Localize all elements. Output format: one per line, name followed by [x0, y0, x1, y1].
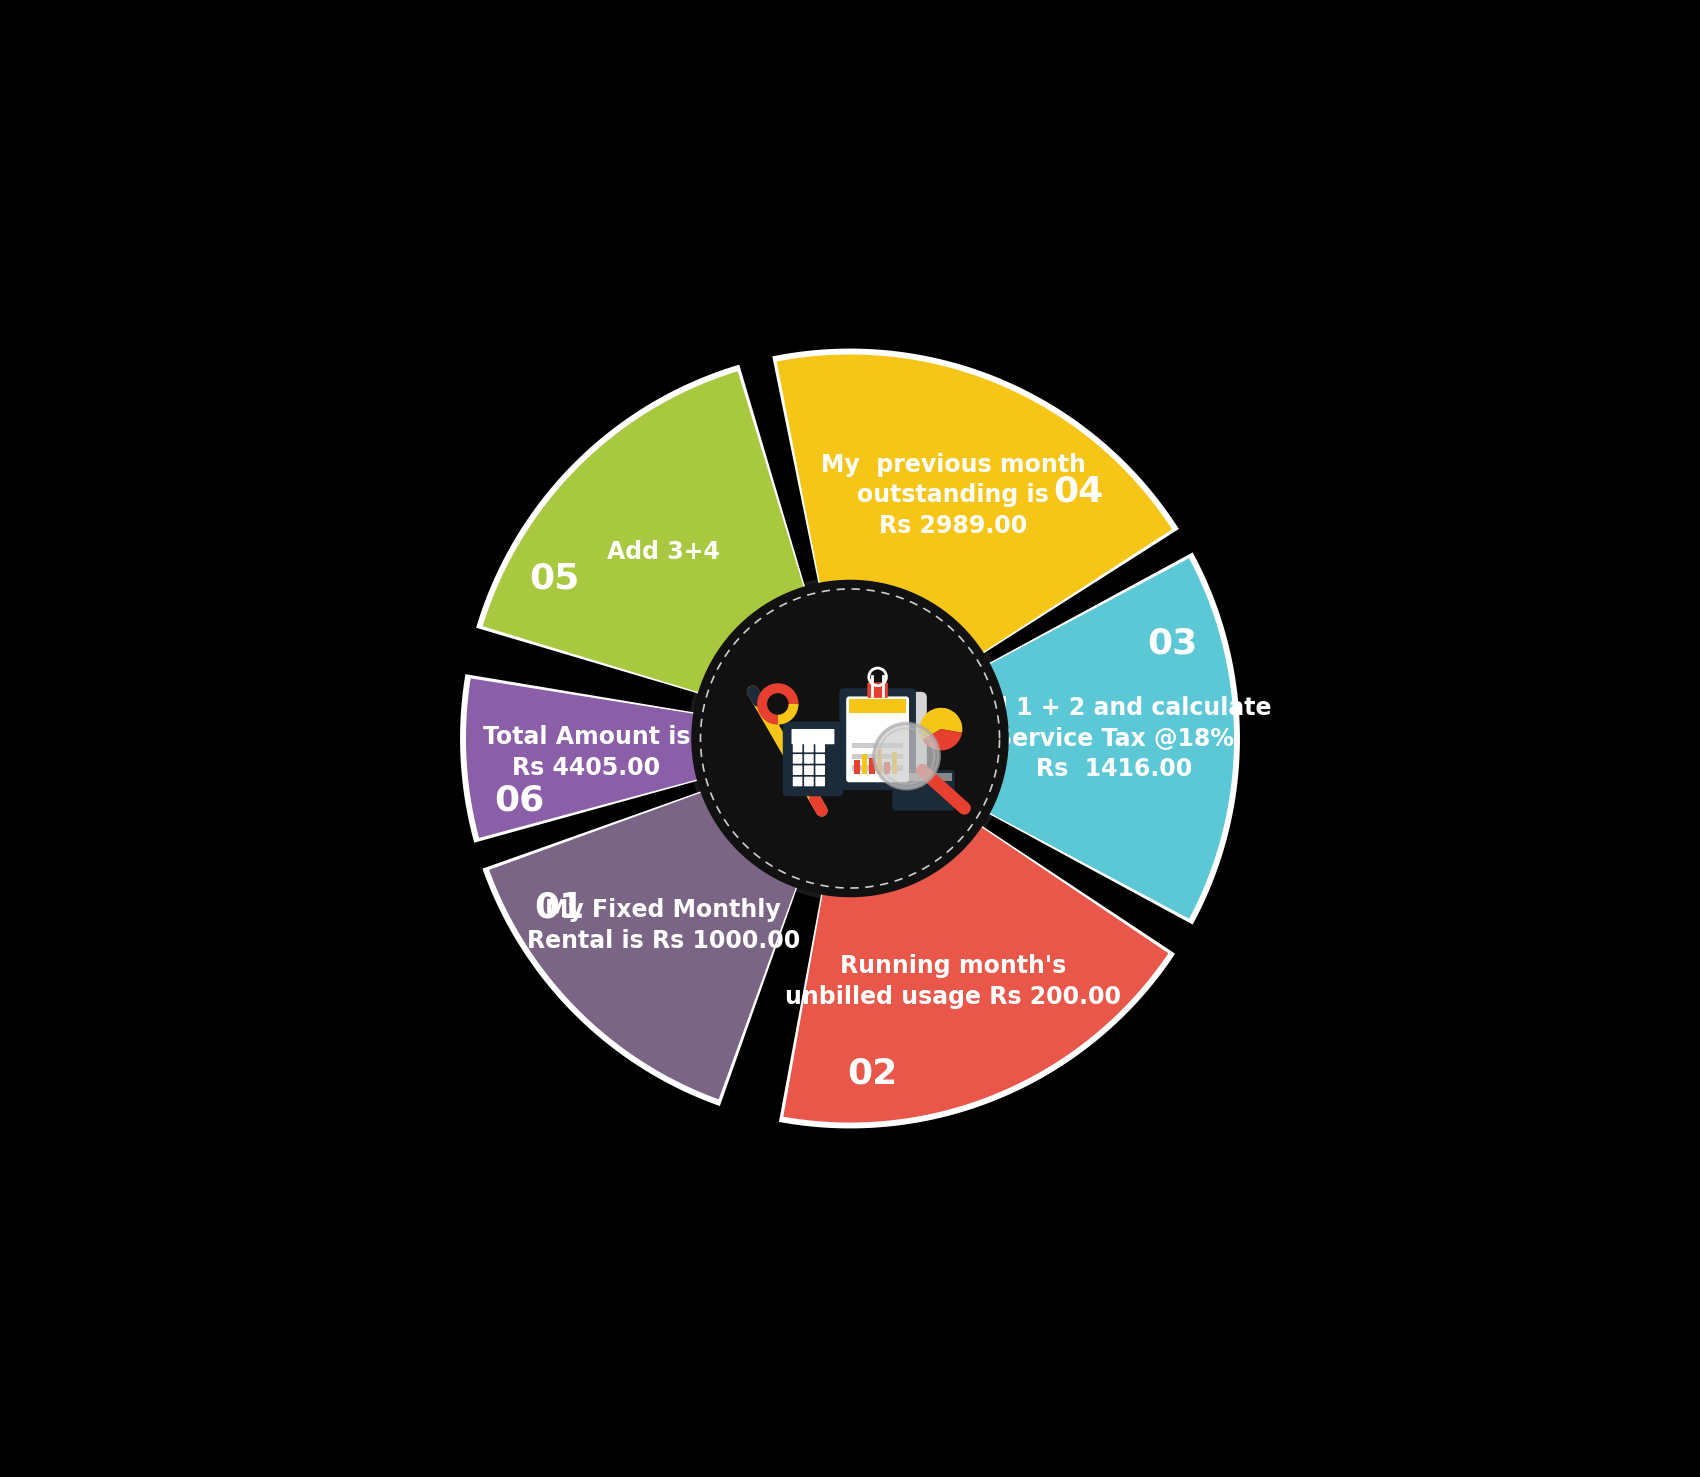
- Wedge shape: [920, 707, 962, 740]
- Text: 04: 04: [1054, 476, 1103, 510]
- Polygon shape: [971, 552, 1239, 925]
- Circle shape: [767, 693, 789, 715]
- FancyBboxPatch shape: [896, 772, 952, 780]
- FancyBboxPatch shape: [782, 722, 843, 796]
- Circle shape: [874, 724, 938, 789]
- FancyBboxPatch shape: [816, 765, 824, 775]
- Polygon shape: [777, 354, 1171, 660]
- FancyBboxPatch shape: [816, 755, 824, 764]
- FancyBboxPatch shape: [804, 743, 814, 752]
- FancyBboxPatch shape: [855, 691, 927, 786]
- Polygon shape: [779, 815, 1175, 1128]
- FancyBboxPatch shape: [853, 761, 860, 774]
- Polygon shape: [466, 678, 711, 837]
- FancyBboxPatch shape: [792, 730, 835, 744]
- Text: 03: 03: [1148, 626, 1197, 660]
- Polygon shape: [461, 674, 717, 843]
- FancyBboxPatch shape: [804, 777, 814, 786]
- FancyBboxPatch shape: [816, 743, 824, 752]
- FancyBboxPatch shape: [892, 770, 955, 811]
- FancyBboxPatch shape: [804, 765, 814, 775]
- FancyBboxPatch shape: [792, 743, 802, 752]
- FancyBboxPatch shape: [804, 755, 814, 764]
- Polygon shape: [784, 820, 1168, 1123]
- FancyBboxPatch shape: [792, 777, 802, 786]
- Text: My Fixed Monthly
Rental is Rs 1000.00: My Fixed Monthly Rental is Rs 1000.00: [527, 898, 801, 953]
- FancyBboxPatch shape: [852, 755, 903, 759]
- Wedge shape: [756, 684, 799, 725]
- Text: Add 3+4: Add 3+4: [607, 539, 719, 564]
- Text: 05: 05: [530, 561, 580, 595]
- FancyBboxPatch shape: [852, 743, 903, 747]
- Text: 01: 01: [534, 891, 585, 925]
- Polygon shape: [977, 558, 1234, 919]
- FancyBboxPatch shape: [884, 762, 889, 774]
- Polygon shape: [483, 784, 804, 1106]
- Polygon shape: [772, 349, 1178, 665]
- FancyBboxPatch shape: [816, 777, 824, 786]
- FancyBboxPatch shape: [862, 755, 867, 774]
- Text: Running month's
unbilled usage Rs 200.00: Running month's unbilled usage Rs 200.00: [785, 954, 1122, 1009]
- Text: 02: 02: [847, 1058, 898, 1092]
- FancyBboxPatch shape: [869, 758, 876, 774]
- Text: 06: 06: [495, 784, 546, 818]
- Circle shape: [709, 598, 991, 879]
- Polygon shape: [476, 365, 811, 699]
- Text: Add 1 + 2 and calculate
Service Tax @18%
Rs  1416.00: Add 1 + 2 and calculate Service Tax @18%…: [957, 696, 1272, 781]
- Text: Total Amount is
Rs 4405.00: Total Amount is Rs 4405.00: [483, 725, 690, 780]
- Polygon shape: [490, 787, 801, 1099]
- FancyBboxPatch shape: [892, 752, 898, 774]
- FancyBboxPatch shape: [848, 700, 906, 713]
- Circle shape: [687, 576, 1013, 901]
- FancyBboxPatch shape: [792, 755, 802, 764]
- FancyBboxPatch shape: [867, 682, 887, 699]
- FancyBboxPatch shape: [877, 749, 882, 774]
- FancyBboxPatch shape: [792, 765, 802, 775]
- FancyBboxPatch shape: [840, 688, 916, 790]
- Wedge shape: [779, 705, 799, 725]
- Circle shape: [692, 579, 1008, 898]
- FancyBboxPatch shape: [852, 765, 903, 771]
- Polygon shape: [483, 371, 808, 696]
- Text: My  previous month
outstanding is
Rs 2989.00: My previous month outstanding is Rs 2989…: [821, 453, 1086, 538]
- FancyBboxPatch shape: [847, 697, 910, 783]
- Wedge shape: [923, 730, 962, 750]
